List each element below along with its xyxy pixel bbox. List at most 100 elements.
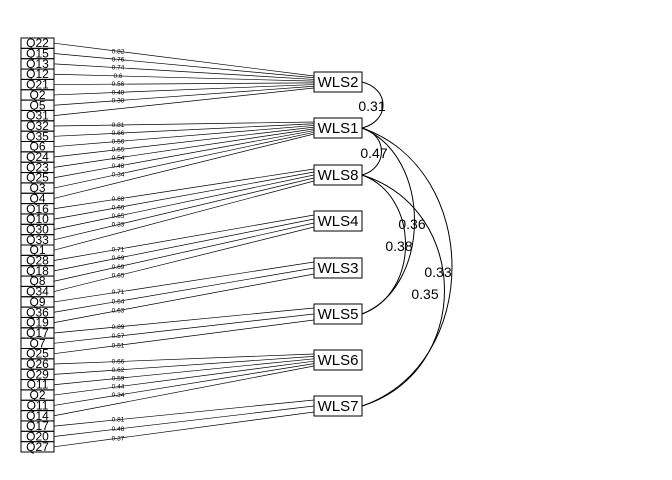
loading-edge — [53, 168, 315, 210]
loading-label: 0.63 — [112, 308, 125, 315]
factor-nodes: WLS2 WLS1 WLS8 WLS4 WLS3 WLS5 WLS6 WLS7 — [313, 71, 363, 417]
loading-label: 0.38 — [112, 98, 125, 105]
loading-label: 0.76 — [112, 56, 125, 63]
indicator-label: Q8 — [29, 274, 45, 288]
loading-label: 0.69 — [112, 264, 125, 271]
indicator-label: Q1 — [29, 243, 45, 257]
correlation-label: 0.35 — [411, 286, 438, 302]
indicator-label: Q20 — [26, 429, 49, 443]
loading-edge — [53, 123, 315, 137]
loading-edge — [53, 218, 315, 272]
correlation-curve — [361, 174, 406, 315]
factor-label: WLS1 — [318, 120, 359, 137]
indicator-label: Q15 — [26, 47, 49, 61]
loading-edge — [53, 82, 315, 85]
indicator-label: Q28 — [26, 254, 49, 268]
loading-label: 0.33 — [112, 222, 125, 229]
loading-edge — [53, 125, 315, 148]
indicator-label: Q27 — [26, 440, 49, 454]
indicator-label: Q33 — [26, 233, 49, 247]
factor-box — [313, 349, 363, 371]
indicator-label: Q25 — [26, 171, 49, 185]
loading-edge — [53, 226, 315, 292]
indicator-label: Q34 — [26, 285, 49, 299]
loading-edge — [53, 121, 315, 127]
indicator-label: Q23 — [26, 160, 49, 174]
loading-edge — [53, 126, 315, 158]
loading-edge — [53, 131, 315, 189]
indicator-label: Q6 — [29, 140, 45, 154]
loading-edge — [53, 363, 315, 406]
correlation-label: 0.38 — [385, 238, 412, 254]
loading-label: 0.74 — [112, 65, 125, 72]
indicator-label: Q11 — [27, 398, 49, 412]
factor-box — [313, 210, 363, 232]
indicator-label: Q36 — [26, 305, 49, 319]
correlation-curve — [361, 127, 453, 407]
loading-edge — [53, 360, 315, 396]
factor-box — [313, 303, 363, 325]
loading-edge — [53, 267, 315, 313]
loading-label: 0.62 — [112, 367, 125, 374]
indicator-label: Q10 — [26, 212, 49, 226]
correlation-curve — [361, 81, 384, 129]
indicator-label: Q5 — [29, 98, 45, 112]
loading-label: 0.48 — [112, 426, 125, 433]
loading-edge — [53, 130, 315, 179]
loading-label: 0.66 — [112, 359, 125, 366]
loading-label: 0.48 — [112, 163, 125, 170]
indicator-label: Q13 — [26, 57, 49, 71]
factor-box — [313, 257, 363, 279]
factor-correlations: 0.31 0.47 0.36 0.38 0.33 0.35 — [358, 81, 453, 407]
indicator-label: Q19 — [26, 316, 49, 330]
loading-label: 0.34 — [112, 392, 125, 399]
loading-edge — [53, 63, 315, 80]
indicator-label: Q30 — [26, 222, 49, 236]
indicator-label: Q25 — [26, 347, 49, 361]
loading-label: 0.56 — [112, 81, 125, 88]
indicator-column: Q22Q15Q13Q12Q21Q2Q5Q31Q32Q35Q6Q24Q23Q25Q… — [20, 36, 55, 454]
indicator-label: Q7 — [29, 336, 45, 350]
loading-edge — [53, 53, 315, 79]
loading-edge — [53, 313, 315, 344]
indicator-label: Q11 — [27, 378, 49, 392]
loading-label: 0.66 — [112, 205, 125, 212]
loading-edge — [53, 405, 315, 437]
factor-label: WLS5 — [318, 306, 359, 323]
factor-label: WLS3 — [318, 260, 359, 277]
loading-label: 0.55 — [112, 147, 125, 154]
indicator-label: Q18 — [26, 264, 49, 278]
correlation-label: 0.33 — [424, 264, 451, 280]
loading-label: 0.6 — [113, 73, 122, 80]
loading-label: 0.34 — [112, 171, 125, 178]
correlation-label: 0.36 — [398, 216, 425, 232]
loading-edge — [53, 319, 315, 355]
loading-edge — [53, 261, 315, 303]
loading-edge — [53, 42, 315, 77]
indicator-label: Q31 — [26, 109, 49, 123]
loading-edge — [53, 365, 315, 417]
loading-edge — [53, 85, 315, 106]
factor-box — [313, 164, 363, 186]
factor-box — [313, 71, 363, 93]
indicator-label: Q2 — [29, 88, 45, 102]
loading-label: 0.66 — [112, 130, 125, 137]
indicator-label: Q17 — [26, 419, 49, 433]
loading-edge — [53, 128, 315, 168]
loading-edge — [53, 214, 315, 261]
loading-edge — [53, 177, 315, 241]
loading-label: 0.57 — [112, 333, 125, 340]
loading-edge — [53, 73, 315, 82]
loading-label: 0.71 — [112, 246, 125, 253]
loading-label: 0.48 — [112, 89, 125, 96]
loading-label: 0.56 — [112, 138, 125, 145]
indicator-label: Q35 — [26, 129, 49, 143]
indicator-label: Q24 — [26, 150, 49, 164]
loading-label: 0.81 — [112, 122, 125, 129]
loading-edge — [53, 273, 315, 323]
loading-label: 0.44 — [112, 384, 125, 391]
indicator-label: Q32 — [26, 119, 49, 133]
loading-label: 0.54 — [112, 155, 125, 162]
loading-edges: 0.820.760.740.60.560.480.380.810.660.560… — [53, 42, 315, 448]
